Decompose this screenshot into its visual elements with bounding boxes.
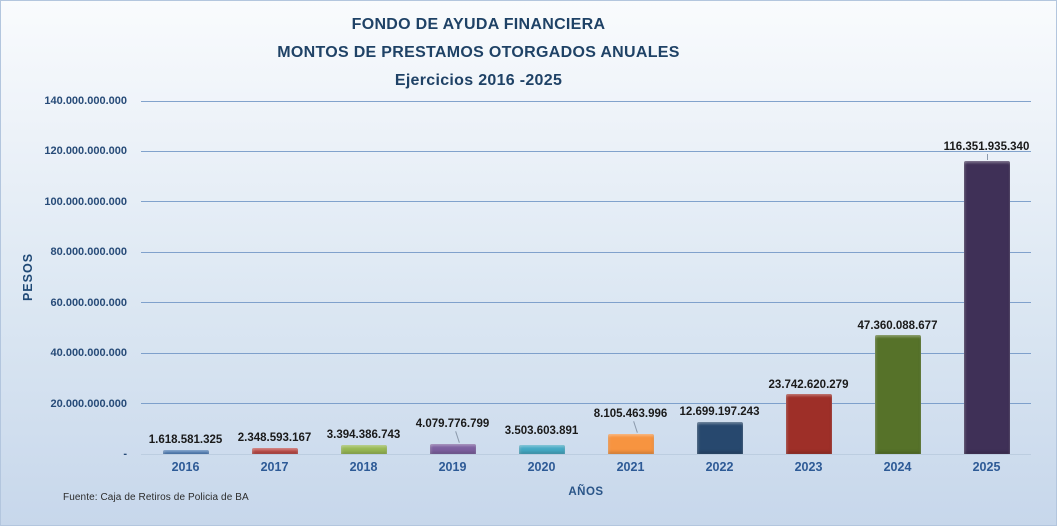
bar-2020 <box>518 445 565 454</box>
bar-2016 <box>162 449 209 454</box>
y-tick-label: 60.000.000.000 <box>50 296 127 309</box>
chart-title: FONDO DE AYUDA FINANCIERA MONTOS DE PRES… <box>1 11 956 95</box>
gridline <box>141 403 1031 405</box>
x-tick-2021: 2021 <box>616 460 645 474</box>
value-label-2016: 1.618.581.325 <box>148 433 223 446</box>
y-tick-label: 40.000.000.000 <box>50 347 127 360</box>
y-tick-label: 140.000.000.000 <box>44 95 127 107</box>
value-label-2019: 4.079.776.799 <box>415 417 490 430</box>
x-axis-title: AÑOS <box>568 486 604 498</box>
value-label-2025: 116.351.935.340 <box>943 140 1030 153</box>
x-tick-2024: 2024 <box>883 460 912 474</box>
gridline <box>141 100 1031 102</box>
x-tick-2025: 2025 <box>972 460 1001 474</box>
x-tick-2022: 2022 <box>705 460 734 474</box>
gridline <box>141 302 1031 304</box>
chart-title-line-1: FONDO DE AYUDA FINANCIERA <box>351 16 606 33</box>
chart-title-line-3: Ejercicios 2016 -2025 <box>394 72 563 89</box>
label-leader-line-2025 <box>986 153 988 160</box>
value-label-2018: 3.394.386.743 <box>326 429 401 442</box>
y-tick-label: 100.000.000.000 <box>44 195 127 208</box>
x-tick-2023: 2023 <box>794 460 823 474</box>
x-tick-2017: 2017 <box>260 460 289 474</box>
y-tick-label: 120.000.000.000 <box>44 145 127 158</box>
x-tick-2018: 2018 <box>349 460 378 474</box>
source-note: Fuente: Caja de Retiros de Policia de BA <box>63 492 249 503</box>
label-leader-line-2019 <box>454 430 460 443</box>
value-label-2017: 2.348.593.167 <box>237 432 312 445</box>
gridline <box>141 201 1031 203</box>
y-tick-label: - <box>123 448 127 460</box>
y-axis-tick-labels: 140.000.000.000 120.000.000.000 100.000.00… <box>1 95 127 460</box>
bar-2023 <box>785 394 832 454</box>
value-label-2021: 8.105.463.996 <box>593 407 668 420</box>
bar-2021 <box>607 433 654 454</box>
value-label-2024: 47.360.088.677 <box>857 319 938 332</box>
value-label-2020: 3.503.603.891 <box>504 425 579 438</box>
gridline <box>141 150 1031 152</box>
bar-2024 <box>874 334 921 454</box>
x-axis-tick-labels: 2016 2017 2018 2019 2020 2021 2022 2023 2024 2025 <box>141 460 1031 478</box>
gridline <box>141 352 1031 354</box>
y-tick-label: 80.000.000.000 <box>50 246 127 259</box>
x-tick-2016: 2016 <box>171 460 200 474</box>
bar-2018 <box>340 445 387 454</box>
value-label-2023: 23.742.620.279 <box>768 379 849 392</box>
bar-2025 <box>963 160 1010 454</box>
x-tick-2020: 2020 <box>527 460 556 474</box>
plot-area: 1.618.581.325 2.348.593.167 3.394.386.743 4… <box>141 100 1031 455</box>
bar-2022 <box>696 421 743 454</box>
chart-title-line-2: MONTOS DE PRESTAMOS OTORGADOS ANUALES <box>277 44 680 61</box>
x-tick-2019: 2019 <box>438 460 467 474</box>
y-tick-label: 20.000.000.000 <box>50 397 127 410</box>
bar-2019 <box>429 443 476 454</box>
label-leader-line-2021 <box>632 420 638 433</box>
bar-2017 <box>251 448 298 454</box>
value-label-2022: 12.699.197.243 <box>679 405 760 418</box>
gridline <box>141 251 1031 253</box>
